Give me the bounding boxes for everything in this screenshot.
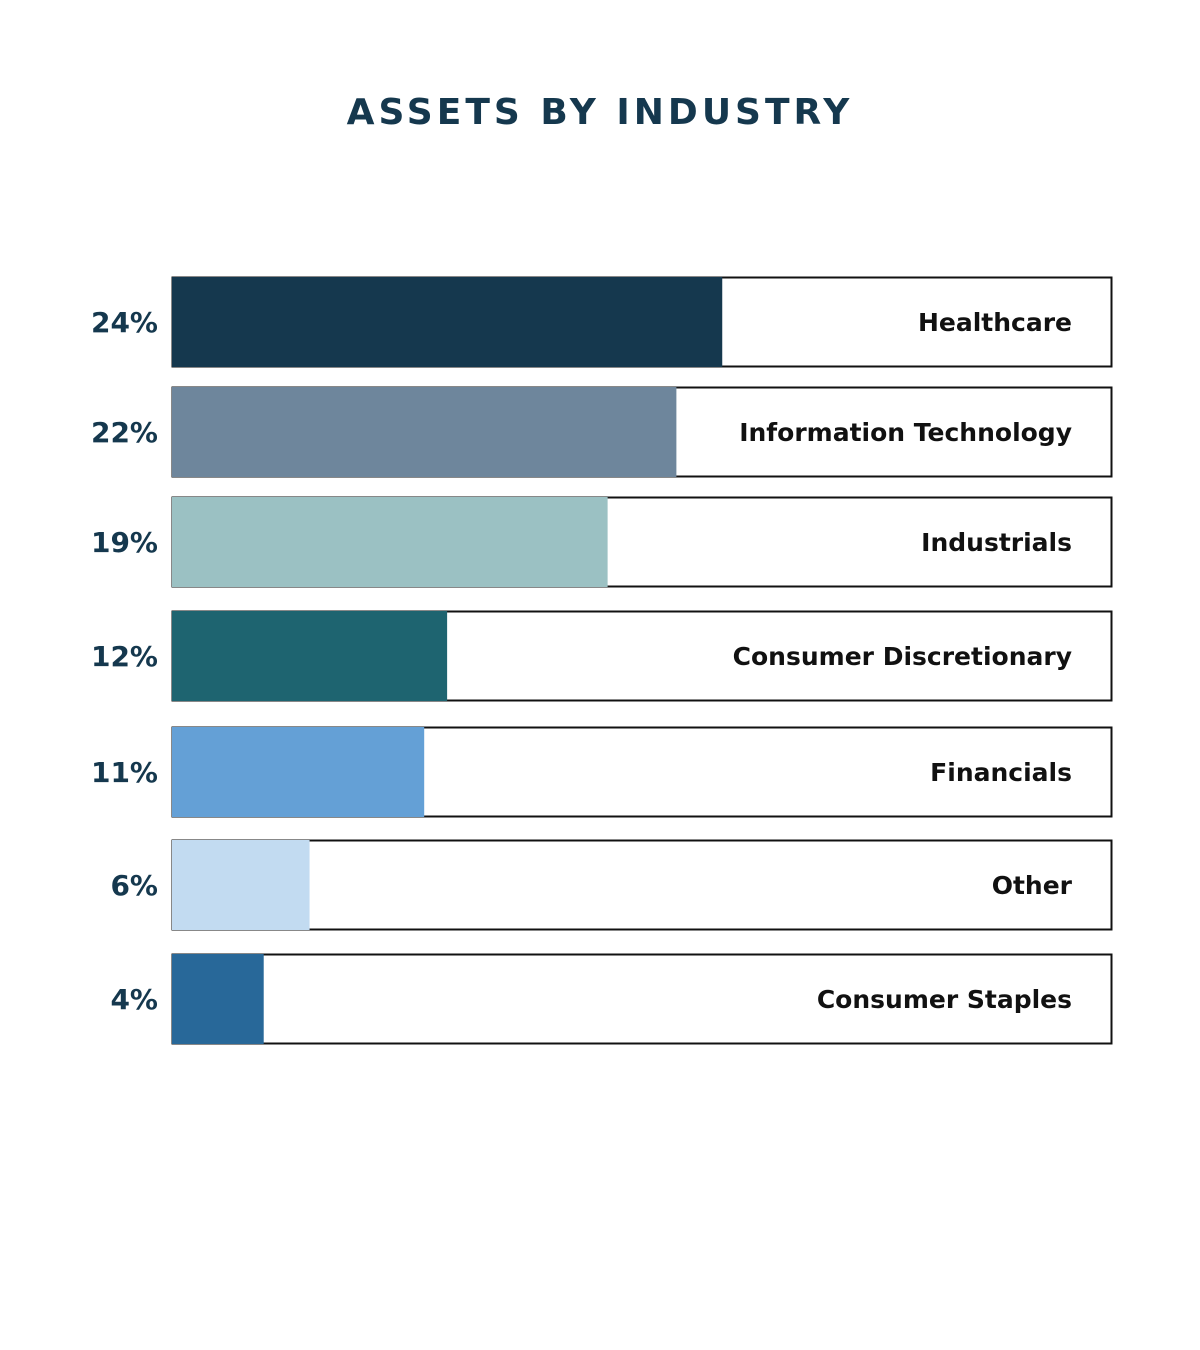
category-label: Healthcare [918,308,1072,337]
chart-title: ASSETS BY INDUSTRY [346,92,854,133]
category-label: Other [992,871,1073,900]
bar-financials [172,727,425,817]
bar-consumer-staples [172,954,264,1044]
category-label: Financials [930,758,1072,787]
bar-frame [171,839,1113,931]
bar-industrials [172,497,608,587]
value-label: 19% [91,526,158,559]
bar-other [172,840,310,930]
category-label: Consumer Staples [817,985,1072,1014]
value-label: 22% [91,416,158,449]
category-label: Information Technology [739,418,1072,447]
bar-information-technology [172,387,677,477]
bar-consumer-discretionary [172,611,448,701]
bar-frame [171,953,1113,1045]
value-label: 24% [91,306,158,339]
bar-healthcare [172,277,723,367]
category-label: Industrials [921,528,1072,557]
value-label: 12% [91,640,158,673]
value-label: 6% [110,869,158,902]
category-label: Consumer Discretionary [733,642,1072,671]
value-label: 11% [91,756,158,789]
value-label: 4% [110,983,158,1016]
